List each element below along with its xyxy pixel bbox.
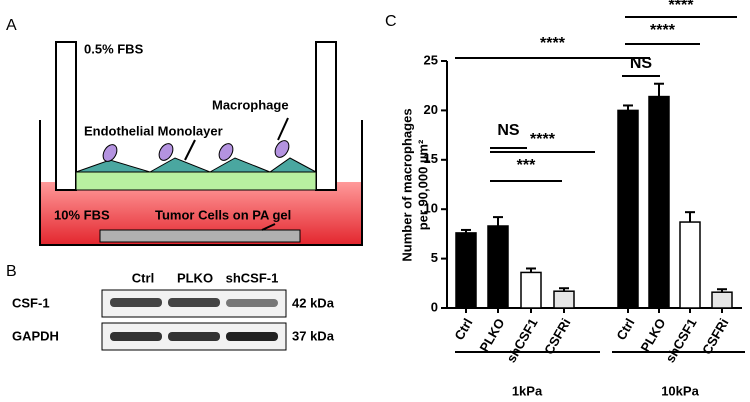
band [110, 298, 162, 307]
group-label: 10kPa [661, 383, 699, 398]
membrane [75, 171, 317, 191]
bar [711, 291, 733, 309]
label: Endothelial Monolayer [84, 123, 223, 138]
bar [648, 95, 670, 309]
bar [455, 232, 477, 309]
insert-wall [315, 41, 337, 191]
well [39, 120, 363, 246]
panel-b: B Ctrl PLKO shCSF-1 CSF-1 GAPDH 42 kDa 3… [6, 263, 335, 351]
group-label: 1kPa [512, 383, 543, 398]
x-tick-label: Ctrl [451, 316, 475, 343]
significance-label: *** [517, 157, 536, 174]
row-label: GAPDH [12, 328, 59, 343]
lane-label: PLKO [177, 270, 213, 285]
bar [679, 221, 701, 309]
x-tick-label: shCSF1 [503, 316, 540, 365]
panel-label: B [6, 263, 17, 280]
significance-label: **** [650, 22, 676, 39]
lane-label: shCSF-1 [226, 270, 279, 285]
bar [520, 271, 542, 309]
x-tick-label: Ctrl [613, 316, 637, 343]
panel-a: A 0.5% FBS Macrophage Endothelial Monola… [6, 17, 363, 246]
band [168, 332, 220, 341]
significance-label: **** [530, 131, 556, 148]
y-tick-label: 20 [424, 102, 438, 117]
label: 0.5% FBS [84, 41, 144, 56]
band [226, 332, 278, 341]
insert-wall [55, 41, 77, 191]
significance-label: NS [497, 122, 520, 139]
panel-label: A [6, 17, 17, 34]
band [168, 298, 220, 307]
arrow [277, 117, 289, 141]
macrophage-cell [102, 144, 118, 162]
x-tick-label: PLKO [477, 316, 508, 355]
y-tick-label: 25 [424, 52, 438, 67]
x-tick-label: CSFRi [699, 316, 731, 357]
label: Macrophage [212, 97, 289, 112]
arrow [261, 223, 276, 231]
arrow [184, 139, 196, 161]
y-axis-label: Number of macrophages [399, 108, 414, 261]
row-label: CSF-1 [12, 295, 50, 310]
y-tick-label: 5 [431, 250, 438, 265]
label: Tumor Cells on PA gel [155, 207, 291, 222]
monolayer [75, 157, 317, 173]
band [110, 332, 162, 341]
bar [553, 290, 575, 309]
bar [487, 225, 509, 309]
y-tick-label: 0 [431, 299, 438, 314]
macrophage-cell [158, 143, 174, 161]
significance-label: **** [540, 35, 566, 52]
size-label: 37 kDa [292, 328, 335, 343]
lane-label: Ctrl [132, 270, 154, 285]
y-tick-label: 15 [424, 151, 438, 166]
bar [617, 109, 639, 309]
band [226, 299, 278, 307]
macrophage-cell [274, 140, 290, 158]
x-tick-label: PLKO [638, 316, 669, 355]
panel-label: C [385, 13, 397, 30]
significance-label: NS [630, 55, 653, 72]
label: 10% FBS [54, 207, 110, 222]
y-axis-label: per 90,000 µm² [415, 139, 430, 230]
pa-gel [99, 229, 301, 243]
panel-c: C Number of macrophages per 90,000 µm² 0… [385, 0, 745, 398]
y-tick-label: 10 [424, 201, 438, 216]
x-tick-label: CSFRi [541, 316, 573, 357]
size-label: 42 kDa [292, 295, 335, 310]
significance-label: **** [669, 0, 695, 14]
macrophage-cell [218, 143, 234, 161]
